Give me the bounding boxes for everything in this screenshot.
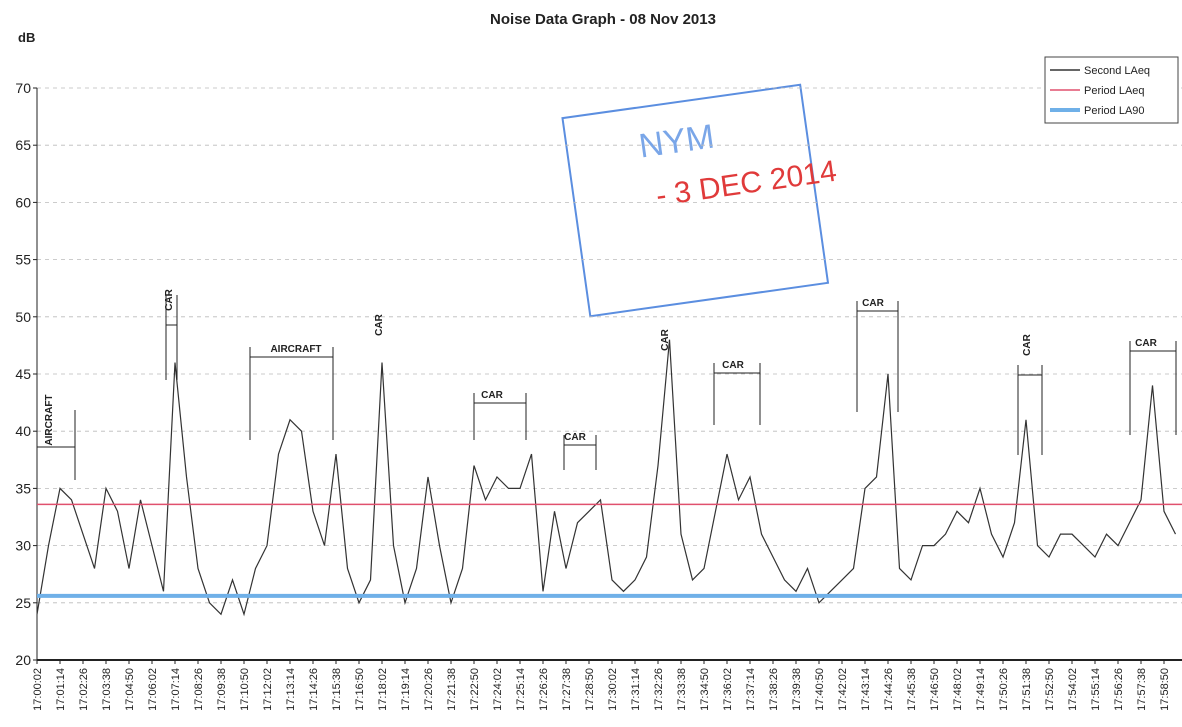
y-axis-label: dB [18, 30, 35, 45]
x-tick-label: 17:12:02 [262, 668, 274, 711]
y-tick-label: 40 [15, 423, 31, 439]
x-tick-label: 17:48:02 [952, 668, 964, 711]
x-tick-label: 17:01:14 [55, 668, 67, 711]
x-tick-label: 17:16:50 [354, 668, 366, 711]
x-tick-label: 17:19:14 [400, 668, 412, 711]
x-tick-label: 17:49:14 [975, 668, 987, 711]
x-tick-label: 17:52:50 [1044, 668, 1056, 711]
x-tick-label: 17:06:02 [147, 668, 159, 711]
legend: Second LAeq Period LAeq Period LA90 [1044, 56, 1179, 124]
annotation: CAR [660, 328, 671, 350]
x-tick-label: 17:15:38 [331, 668, 343, 711]
x-tick-label: 17:38:26 [768, 668, 780, 711]
x-tick-label: 17:33:38 [676, 668, 688, 711]
x-tick-label: 17:02:26 [78, 668, 90, 711]
x-tick-label: 17:37:14 [745, 668, 757, 711]
x-tick-label: 17:03:38 [101, 668, 113, 711]
x-tick-label: 17:36:02 [722, 668, 734, 711]
stamp-text: NYM [637, 117, 717, 165]
y-tick-label: 70 [15, 80, 31, 96]
annotation: CAR [1135, 338, 1157, 349]
annotation: CAR [722, 360, 744, 371]
x-tick-label: 17:40:50 [814, 668, 826, 711]
y-tick-label: 50 [15, 309, 31, 325]
y-tick-label: 45 [15, 366, 31, 382]
stamp-frame [561, 83, 830, 318]
legend-label: Period LA90 [1084, 105, 1145, 117]
x-tick-label: 17:42:02 [837, 668, 849, 711]
x-tick-label: 17:54:02 [1067, 668, 1079, 711]
x-tick-label: 17:50:26 [998, 668, 1010, 711]
x-tick-label: 17:13:14 [285, 668, 297, 711]
data-line [36, 339, 1177, 617]
y-tick-label: 60 [15, 194, 31, 210]
x-tick-label: 17:22:50 [469, 668, 481, 711]
x-tick-label: 17:56:26 [1113, 668, 1125, 711]
x-tick-label: 17:04:50 [124, 668, 136, 711]
x-tick-label: 17:18:02 [377, 668, 389, 711]
x-tick-label: 17:26:26 [538, 668, 550, 711]
x-tick-label: 17:21:38 [446, 668, 458, 711]
x-tick-label: 17:46:50 [929, 668, 941, 711]
annotation: CAR [481, 390, 503, 401]
x-tick-label: 17:28:50 [584, 668, 596, 711]
annotation: CAR [164, 288, 175, 310]
x-tick-label: 17:55:14 [1090, 668, 1102, 711]
y-tick-label: 35 [15, 480, 31, 496]
x-tick-label: 17:32:26 [653, 668, 665, 711]
annotation: AIRCRAFT [44, 394, 55, 445]
x-tick-label: 17:44:26 [883, 668, 895, 711]
x-tick-label: 17:51:38 [1021, 668, 1033, 711]
x-tick-label: 17:45:38 [906, 668, 918, 711]
x-tick-label: 17:39:38 [791, 668, 803, 711]
x-tick-label: 17:07:14 [170, 668, 182, 711]
legend-label: Period LAeq [1084, 85, 1145, 97]
y-tick-label: 30 [15, 538, 31, 554]
x-tick-label: 17:34:50 [699, 668, 711, 711]
x-tick-label: 17:00:02 [32, 668, 44, 711]
x-tick-label: 17:08:26 [193, 668, 205, 711]
annotation: CAR [374, 313, 385, 335]
chart-title: Noise Data Graph - 08 Nov 2013 [490, 11, 716, 28]
y-tick-label: 20 [15, 652, 31, 668]
annotation: CAR [564, 432, 586, 443]
annotation: CAR [862, 298, 884, 309]
x-tick-label: 17:09:38 [216, 668, 228, 711]
stamp: NYM - 3 DEC 2014 [561, 83, 839, 318]
x-tick-label: 17:10:50 [239, 668, 251, 711]
x-tick-label: 17:30:02 [607, 668, 619, 711]
legend-label: Second LAeq [1084, 65, 1150, 77]
x-tick-label: 17:27:38 [561, 668, 573, 711]
annotation: CAR [1022, 333, 1033, 355]
x-tick-label: 17:57:38 [1136, 668, 1148, 711]
annotation: AIRCRAFT [270, 344, 321, 355]
y-tick-label: 25 [15, 595, 31, 611]
x-tick-label: 17:20:26 [423, 668, 435, 711]
x-tick-label: 17:43:14 [860, 668, 872, 711]
x-tick-label: 17:58:50 [1159, 668, 1171, 711]
stamp-date: - 3 DEC 2014 [654, 155, 839, 213]
x-tick-label: 17:31:14 [630, 668, 642, 711]
x-tick-label: 17:24:02 [492, 668, 504, 711]
x-tick-label: 17:25:14 [515, 668, 527, 711]
y-tick-label: 65 [15, 137, 31, 153]
y-tick-label: 55 [15, 252, 31, 268]
x-tick-label: 17:14:26 [308, 668, 320, 711]
